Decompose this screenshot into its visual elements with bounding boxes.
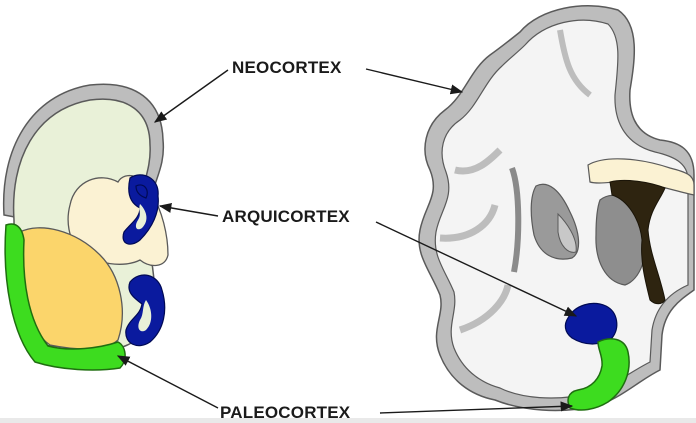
label-arquicortex-text: ARQUICORTEX xyxy=(222,207,350,226)
bottom-strip xyxy=(0,418,696,423)
right-sulcus-4 xyxy=(557,29,592,98)
arrow-arquicortex-left xyxy=(158,202,219,217)
left-paleocortex xyxy=(4,223,126,371)
arrow-arquicortex-right xyxy=(375,221,578,317)
right-pallidum xyxy=(557,212,577,253)
arrow-paleocortex-left xyxy=(116,355,219,409)
label-arquicortex: ARQUICORTEX xyxy=(158,202,578,317)
right-sulcus-1 xyxy=(454,147,503,175)
left-arquicortex-lower-inner xyxy=(138,300,152,332)
arrow-paleocortex-right xyxy=(379,401,574,414)
right-arquicortex xyxy=(564,302,618,345)
arrow-neocortex-left xyxy=(153,69,229,123)
label-paleocortex-text: PALEOCORTEX xyxy=(220,403,351,422)
label-paleocortex: PALEOCORTEX xyxy=(116,355,574,422)
left-arquicortex-upper-inner xyxy=(135,204,147,230)
arrow-neocortex-right xyxy=(365,68,464,95)
right-claustrum xyxy=(509,166,522,273)
right-sulcus-2 xyxy=(439,203,499,242)
right-dark-core xyxy=(609,179,666,305)
label-neocortex-text: NEOCORTEX xyxy=(232,58,342,77)
label-neocortex: NEOCORTEX xyxy=(153,58,464,123)
embryonic-hemisphere xyxy=(2,83,169,371)
adult-coronal-section xyxy=(418,5,695,412)
right-sulcus-3 xyxy=(458,284,512,334)
